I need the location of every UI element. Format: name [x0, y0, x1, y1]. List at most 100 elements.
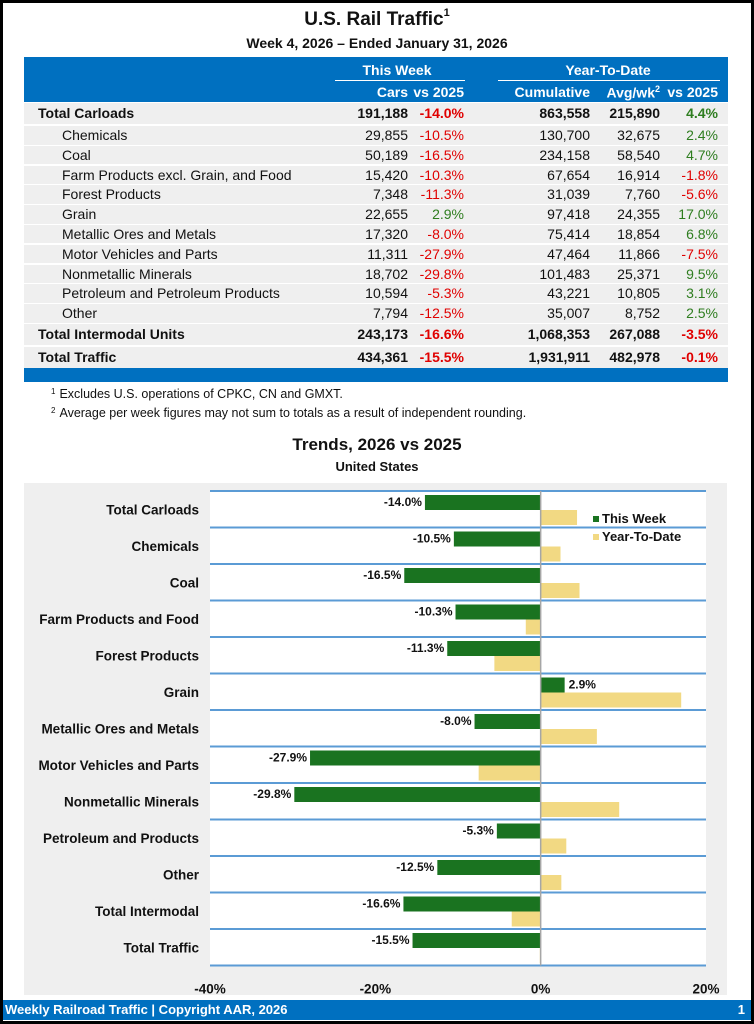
- bar-year-to-date: [494, 656, 541, 671]
- cell-week-vs: -16.5%: [419, 146, 464, 163]
- bar-this-week: [496, 823, 541, 839]
- legend-label-year-to-date: Year-To-Date: [602, 529, 681, 544]
- cell-ytd-vs: 2.4%: [686, 127, 718, 143]
- report-page: U.S. Rail Traffic1 Week 4, 2026 – Ended …: [3, 3, 751, 1021]
- row-label: Coal: [62, 146, 91, 163]
- bar-data-label: -11.3%: [407, 641, 445, 655]
- col-header-ytd-vs: vs 2025: [667, 84, 718, 100]
- row-label: Chemicals: [62, 127, 128, 143]
- cell-avg: 482,978: [609, 348, 660, 365]
- group-header-this-week: This Week: [362, 62, 432, 78]
- cell-week-vs: -10.5%: [419, 127, 464, 143]
- footnote-2-mark: 2: [51, 406, 56, 415]
- cell-ytd-vs: -1.8%: [681, 166, 718, 183]
- table-row: Coal 50,189 -16.5% 234,158 58,540 4.7%: [24, 145, 728, 165]
- group-header-ytd: Year-To-Date: [565, 62, 651, 78]
- table-row: Metallic Ores and Metals 17,320 -8.0% 75,41…: [24, 224, 728, 244]
- bar-data-label: -14.0%: [384, 495, 422, 509]
- cell-avg: 24,355: [617, 206, 660, 223]
- table-row: Total Carloads 191,188 -14.0% 863,558 215,89…: [24, 103, 728, 124]
- bar-data-label: -8.0%: [440, 714, 472, 728]
- footnote-1: 1 Excludes U.S. operations of CPKC, CN an…: [51, 387, 343, 401]
- table-row: Other 7,794 -12.5% 35,007 8,752 2.5%: [24, 304, 728, 323]
- bar-this-week: [447, 641, 541, 656]
- bar-year-to-date: [478, 765, 541, 781]
- bar-this-week: [437, 860, 541, 875]
- category-label: Motor Vehicles and Parts: [38, 758, 199, 773]
- cell-cars: 15,420: [365, 166, 408, 183]
- title-footnote-mark: 1: [443, 7, 450, 19]
- bar-year-to-date: [511, 911, 541, 927]
- cell-cumulative: 863,558: [539, 105, 590, 121]
- group-rule-this-week: [335, 80, 465, 81]
- bar-data-label: -12.5%: [396, 860, 434, 874]
- title-text: U.S. Rail Traffic: [304, 9, 444, 30]
- legend-swatch-this-week: [593, 516, 599, 522]
- table-header: This Week Year-To-Date Cars vs 2025 Cumu…: [24, 57, 728, 102]
- plot-area: [210, 491, 706, 966]
- cell-ytd-vs: 2.5%: [686, 305, 718, 322]
- bar-this-week: [412, 933, 541, 948]
- cell-ytd-vs: 4.4%: [686, 105, 718, 121]
- bar-data-label: -16.6%: [362, 897, 400, 911]
- cell-ytd-vs: 3.1%: [686, 285, 718, 302]
- bar-data-label: -10.3%: [414, 605, 452, 619]
- cell-cumulative: 1,068,353: [527, 325, 590, 342]
- cell-week-vs: -29.8%: [419, 265, 464, 282]
- bar-data-label: 2.9%: [569, 678, 597, 692]
- col-header-cumulative: Cumulative: [514, 84, 590, 100]
- footnote-2-text: Average per week figures may not sum to …: [59, 406, 527, 420]
- cell-cumulative: 31,039: [547, 186, 590, 203]
- cell-avg: 267,088: [609, 325, 660, 342]
- cell-week-vs: -27.9%: [419, 245, 464, 262]
- bar-year-to-date: [540, 729, 597, 744]
- footer-copyright: Weekly Railroad Traffic | Copyright AAR,…: [5, 1002, 288, 1017]
- cell-avg: 25,371: [617, 265, 660, 282]
- col-header-week-vs: vs 2025: [413, 84, 464, 100]
- cell-ytd-vs: -0.1%: [681, 348, 718, 365]
- page-number: 1: [737, 1002, 745, 1017]
- avg-footnote-mark: 2: [654, 84, 660, 94]
- row-label: Forest Products: [62, 186, 161, 203]
- page-subtitle: Week 4, 2026 – Ended January 31, 2026: [246, 35, 508, 51]
- cell-week-vs: -14.0%: [419, 105, 464, 121]
- category-label: Other: [163, 867, 200, 882]
- cell-cars: 18,702: [365, 265, 408, 282]
- bar-data-label: -5.3%: [462, 824, 494, 838]
- cell-week-vs: -16.6%: [419, 325, 464, 342]
- category-label: Total Carloads: [106, 502, 199, 517]
- cell-ytd-vs: -5.6%: [681, 186, 718, 203]
- category-label: Coal: [170, 575, 199, 590]
- footnote-2: 2 Average per week figures may not sum to…: [51, 406, 526, 420]
- cell-week-vs: 2.9%: [432, 206, 464, 223]
- avg-label: Avg/wk: [606, 84, 655, 101]
- x-tick-label: 0%: [531, 982, 551, 996]
- bar-this-week: [474, 714, 541, 729]
- cell-avg: 16,914: [617, 166, 660, 183]
- bar-year-to-date: [525, 619, 541, 635]
- cell-cars: 191,188: [357, 105, 408, 121]
- row-label: Total Intermodal Units: [38, 325, 185, 342]
- table-row: Farm Products excl. Grain, and Food 15,42…: [24, 165, 728, 185]
- category-label: Metallic Ores and Metals: [41, 721, 199, 736]
- bar-this-week: [294, 787, 541, 802]
- table-row: Total Traffic 434,361 -15.5% 1,931,911 482,9…: [24, 346, 728, 368]
- bar-data-label: -29.8%: [253, 787, 291, 801]
- bar-year-to-date: [540, 583, 580, 598]
- cell-cumulative: 67,654: [547, 166, 590, 183]
- cell-cars: 10,594: [365, 285, 408, 302]
- row-label: Metallic Ores and Metals: [62, 225, 217, 242]
- row-label: Petroleum and Petroleum Products: [62, 285, 280, 302]
- bar-this-week: [403, 896, 541, 912]
- bar-this-week: [310, 750, 541, 766]
- cell-ytd-vs: -7.5%: [681, 245, 718, 262]
- table-bottom-bar: [24, 368, 728, 382]
- category-label: Grain: [164, 685, 199, 700]
- bar-this-week: [540, 677, 565, 693]
- cell-cumulative: 1,931,911: [528, 348, 590, 365]
- cell-avg: 7,760: [624, 186, 660, 203]
- legend-swatch-year-to-date: [593, 534, 599, 540]
- cell-cars: 50,189: [365, 146, 408, 163]
- cell-ytd-vs: 6.8%: [686, 225, 718, 242]
- row-label: Nonmetallic Minerals: [62, 265, 192, 282]
